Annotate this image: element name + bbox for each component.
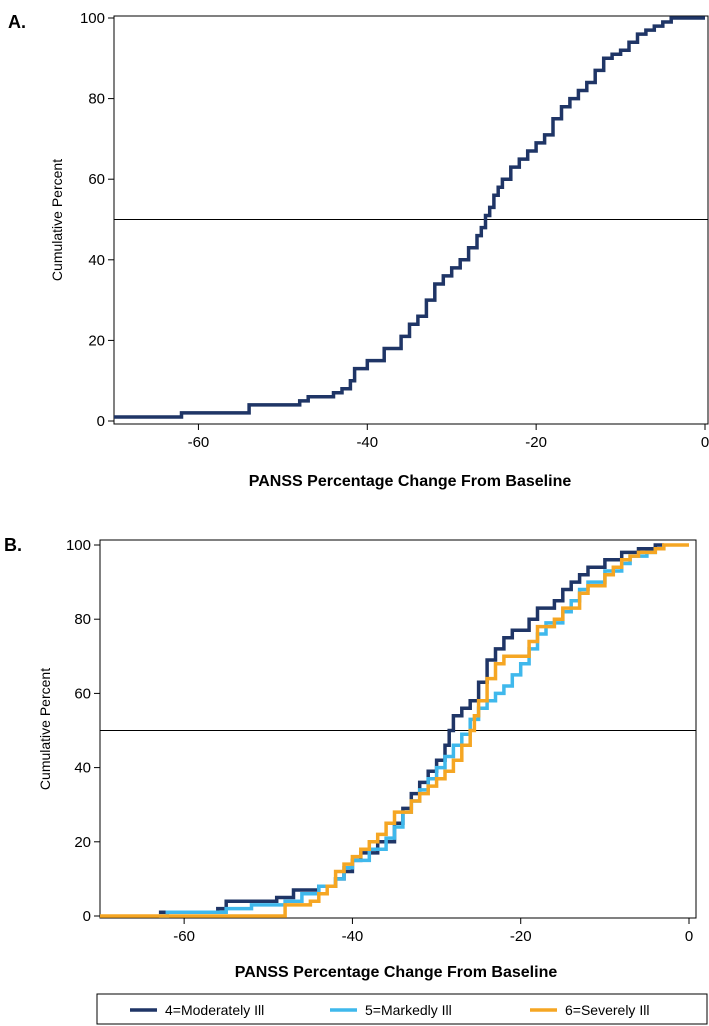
x-tick-label: -60 [188,434,210,451]
panel-b-x-axis: -60 -40 -20 0 [173,918,693,945]
panel-a-y-axis-title: Cumulative Percent [49,159,65,281]
y-tick-label: 80 [88,91,105,108]
legend-label: 5=Markedly Ill [365,1002,452,1018]
x-tick-label: -20 [525,434,547,451]
panel-b-x-axis-title: PANSS Percentage Change From Baseline [235,964,558,981]
series-line-4-moderately-ill [158,543,664,915]
x-tick-label: 0 [701,434,709,451]
panel-a-series [114,16,705,419]
panel-a-label: A. [8,12,26,32]
panel-b-y-axis: 0 20 40 60 80 100 [66,537,100,925]
series-line-cumulative [114,16,705,419]
y-tick-label: 100 [80,10,105,27]
y-tick-label: 0 [97,413,105,430]
y-tick-label: 40 [74,760,91,777]
panel-b-label: B. [4,535,22,555]
panel-b-y-axis-title: Cumulative Percent [37,668,53,790]
legend: 4=Moderately Ill 5=Markedly Ill 6=Severely… [96,993,708,1025]
x-tick-label: -60 [173,928,195,945]
legend-items: 4=Moderately Ill 5=Markedly Ill 6=Severely… [130,1002,649,1018]
y-tick-label: 60 [88,171,105,188]
legend-frame [96,993,708,1025]
panel-a: A. 0 20 40 60 80 100 -60 -40 -20 0 Cumulative Pe… [8,10,709,490]
y-tick-label: 20 [74,834,91,851]
y-tick-label: 80 [74,611,91,628]
legend-label: 4=Moderately Ill [165,1002,264,1018]
panel-b-series [100,543,689,918]
x-tick-label: -20 [510,928,532,945]
y-tick-label: 100 [66,537,91,554]
x-tick-label: 0 [685,928,693,945]
y-tick-label: 0 [83,908,91,925]
x-tick-label: -40 [356,434,378,451]
panel-b: B. 0 20 40 60 80 100 -60 -40 -20 0 Cumulative Pe… [4,535,697,981]
legend-label: 6=Severely Ill [565,1002,649,1018]
panel-b-plot-frame [99,539,697,919]
x-tick-label: -40 [342,928,364,945]
y-tick-label: 60 [74,685,91,702]
panel-a-x-axis: -60 -40 -20 0 [188,424,709,451]
y-tick-label: 40 [88,252,105,269]
panel-a-y-axis: 0 20 40 60 80 100 [80,10,114,430]
panel-a-x-axis-title: PANSS Percentage Change From Baseline [249,473,572,490]
y-tick-label: 20 [88,332,105,349]
series-line-6-severely-ill [100,543,689,918]
